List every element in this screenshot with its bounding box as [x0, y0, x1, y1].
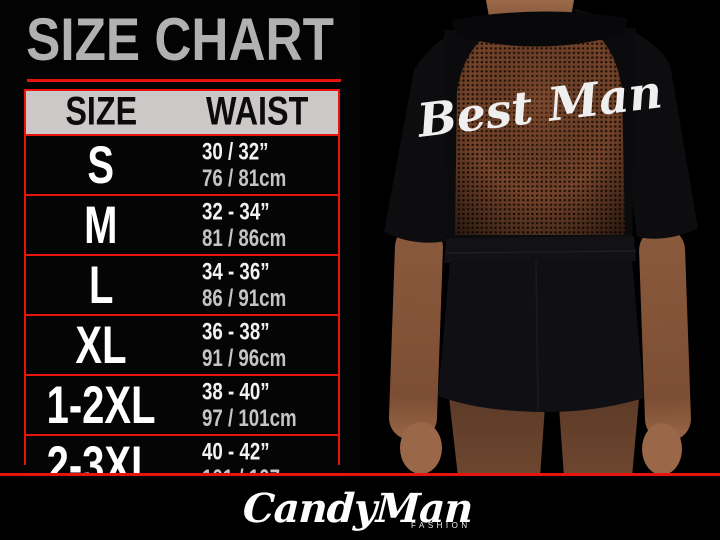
robe-skirt [438, 259, 644, 413]
model-back-illustration: Best Man [360, 0, 720, 477]
table-row: XL 36 - 38” 91 / 96cm [26, 314, 338, 374]
brand-tagline: FASHION [411, 520, 471, 530]
waist-cm: 81 / 86cm [202, 223, 287, 252]
header-cell-waist: WAIST [176, 89, 338, 135]
model-right-hand [642, 423, 682, 475]
size-table: SIZE WAIST S 30 / 32” 76 / 81cm M 32 - 3… [24, 89, 340, 494]
size-value: 1-2XL [46, 375, 156, 435]
size-value: S [87, 135, 115, 195]
table-header-row: SIZE WAIST [26, 89, 338, 135]
model-left-hand [400, 422, 442, 474]
size-value: M [84, 195, 118, 255]
waist-cm: 97 / 101cm [202, 403, 297, 432]
table-row: M 32 - 34” 81 / 86cm [26, 194, 338, 254]
page-title: SIZE CHART [0, 6, 360, 74]
product-photo: Best Man [360, 0, 720, 477]
footer-accent-line [0, 473, 720, 476]
waist-inches: 38 - 40” [202, 377, 270, 405]
waist-inches: 32 - 34” [202, 197, 270, 225]
waist-inches: 30 / 32” [202, 137, 269, 165]
robe-collar [452, 11, 628, 47]
header-waist-label: WAIST [205, 89, 309, 135]
table-row: S 30 / 32” 76 / 81cm [26, 134, 338, 194]
mesh-shading [455, 24, 625, 235]
size-value: L [88, 255, 114, 315]
footer: CandyMan FASHION [0, 476, 720, 540]
waist-cm: 91 / 96cm [202, 343, 287, 372]
belt-seam [445, 250, 637, 254]
size-value: XL [75, 315, 127, 375]
header-cell-size: SIZE [26, 89, 176, 135]
table-row: 1-2XL 38 - 40” 97 / 101cm [26, 374, 338, 434]
waist-inches: 40 - 42” [202, 437, 270, 465]
size-chart-panel: SIZE CHART SIZE WAIST S 30 / 32” 76 / 81… [0, 0, 360, 494]
skirt-center-seam [535, 260, 539, 411]
title-underline [27, 79, 341, 82]
waist-cm: 86 / 91cm [202, 283, 287, 312]
table-row: L 34 - 36” 86 / 91cm [26, 254, 338, 314]
brand-logo: CandyMan FASHION [242, 485, 476, 532]
header-size-label: SIZE [65, 89, 137, 135]
model-right-forearm [639, 228, 691, 441]
page-title-text: SIZE CHART [26, 6, 334, 74]
waist-inches: 34 - 36” [202, 257, 270, 285]
robe-right-sleeve [572, 8, 698, 239]
waist-cm: 76 / 81cm [202, 163, 287, 192]
robe-belt [444, 236, 636, 263]
model-left-forearm [388, 224, 443, 441]
waist-inches: 36 - 38” [202, 317, 270, 345]
